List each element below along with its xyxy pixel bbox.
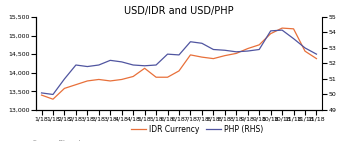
PHP (RHS) <box>108 60 112 61</box>
PHP (RHS) <box>234 51 238 53</box>
PHP (RHS) <box>188 41 193 43</box>
PHP (RHS) <box>211 49 216 50</box>
IDR Currency <box>246 48 250 49</box>
PHP (RHS) <box>200 42 204 44</box>
PHP (RHS) <box>268 30 273 32</box>
IDR Currency <box>211 58 216 60</box>
IDR Currency <box>268 33 273 35</box>
PHP (RHS) <box>154 64 158 66</box>
PHP (RHS) <box>62 78 67 80</box>
IDR Currency <box>188 54 193 56</box>
IDR Currency <box>85 80 90 82</box>
PHP (RHS) <box>303 47 307 49</box>
Title: USD/IDR and USD/PHP: USD/IDR and USD/PHP <box>124 6 234 16</box>
IDR Currency <box>74 84 78 85</box>
PHP (RHS) <box>246 50 250 52</box>
PHP (RHS) <box>97 64 101 66</box>
PHP (RHS) <box>85 66 90 67</box>
PHP (RHS) <box>223 49 227 51</box>
PHP (RHS) <box>51 94 55 95</box>
PHP (RHS) <box>131 64 135 66</box>
PHP (RHS) <box>280 29 284 31</box>
Legend: IDR Currency, PHP (RHS): IDR Currency, PHP (RHS) <box>128 122 266 137</box>
PHP (RHS) <box>165 53 170 55</box>
IDR Currency <box>257 44 261 46</box>
IDR Currency <box>108 80 112 82</box>
PHP (RHS) <box>177 54 181 56</box>
PHP (RHS) <box>120 61 124 63</box>
PHP (RHS) <box>74 64 78 66</box>
PHP (RHS) <box>291 38 296 39</box>
IDR Currency <box>234 53 238 54</box>
IDR Currency <box>223 55 227 57</box>
Line: PHP (RHS): PHP (RHS) <box>42 30 316 94</box>
IDR Currency <box>120 79 124 80</box>
IDR Currency <box>97 79 101 80</box>
Line: IDR Currency: IDR Currency <box>42 28 316 99</box>
IDR Currency <box>165 76 170 78</box>
IDR Currency <box>131 76 135 77</box>
IDR Currency <box>62 88 67 89</box>
PHP (RHS) <box>257 49 261 50</box>
PHP (RHS) <box>314 53 319 55</box>
PHP (RHS) <box>39 92 44 94</box>
IDR Currency <box>154 76 158 78</box>
IDR Currency <box>177 70 181 72</box>
IDR Currency <box>39 94 44 96</box>
IDR Currency <box>51 98 55 100</box>
IDR Currency <box>291 28 296 30</box>
IDR Currency <box>303 50 307 52</box>
PHP (RHS) <box>142 65 147 67</box>
IDR Currency <box>142 67 147 69</box>
Text: Source: Bloomberg: Source: Bloomberg <box>33 140 93 141</box>
IDR Currency <box>280 27 284 29</box>
IDR Currency <box>314 58 319 60</box>
IDR Currency <box>200 56 204 58</box>
